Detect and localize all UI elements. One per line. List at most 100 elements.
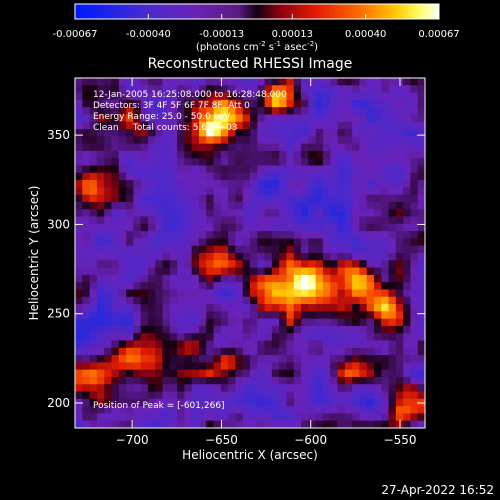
- heatmap-cell: [198, 304, 207, 312]
- heatmap-cell: [96, 406, 105, 414]
- heatmap-cell: [228, 304, 236, 312]
- heatmap-cell: [410, 391, 419, 400]
- heatmap-cell: [228, 333, 236, 341]
- heatmap-cell: [140, 158, 149, 166]
- heatmap-cell: [271, 172, 280, 181]
- annotation-block: 12-Jan-2005 16:25:08.000 to 16:28:48.000…: [93, 90, 287, 133]
- heatmap-cell: [373, 136, 382, 145]
- heatmap-cell: [308, 347, 317, 356]
- heatmap-cell: [293, 114, 302, 123]
- heatmap-cell: [286, 194, 295, 203]
- heatmap-cell: [279, 223, 287, 232]
- heatmap-cell: [96, 347, 105, 356]
- heatmap-cell: [395, 311, 404, 320]
- heatmap-cell: [271, 253, 280, 261]
- heatmap-cell: [147, 333, 156, 341]
- heatmap-cell: [337, 187, 346, 196]
- heatmap-cell: [403, 362, 411, 371]
- heatmap-cell: [381, 406, 389, 414]
- heatmap-cell: [388, 194, 397, 203]
- heatmap-cell: [82, 209, 90, 217]
- heatmap-cell: [264, 384, 273, 392]
- heatmap-cell: [96, 187, 105, 196]
- heatmap-cell: [118, 274, 127, 283]
- heatmap-cell: [184, 311, 193, 320]
- heatmap-cell: [330, 165, 338, 174]
- heatmap-cell: [410, 304, 419, 312]
- heatmap-cell: [286, 296, 295, 305]
- heatmap-cell: [228, 216, 236, 225]
- heatmap-cell: [75, 107, 83, 115]
- heatmap-cell: [220, 180, 229, 188]
- heatmap-cell: [242, 136, 251, 145]
- heatmap-cell: [250, 99, 258, 108]
- heatmap-cell: [352, 216, 360, 225]
- heatmap-cell: [257, 216, 265, 225]
- heatmap-cell: [140, 150, 149, 159]
- heatmap-cell: [359, 209, 368, 217]
- heatmap-cell: [198, 311, 207, 320]
- heatmap-cell: [373, 355, 382, 363]
- heatmap-cell: [89, 340, 98, 349]
- heatmap-cell: [118, 172, 127, 181]
- heatmap-cell: [242, 194, 251, 203]
- heatmap-cell: [206, 282, 214, 290]
- heatmap-cell: [155, 209, 163, 217]
- heatmap-cell: [104, 238, 112, 247]
- heatmap-cell: [315, 362, 324, 371]
- heatmap-cell: [410, 150, 419, 159]
- heatmap-cell: [250, 158, 258, 166]
- heatmap-cell: [301, 253, 309, 261]
- heatmap-cell: [373, 260, 382, 268]
- heatmap-cell: [155, 85, 163, 93]
- heatmap-cell: [118, 238, 127, 247]
- heatmap-cell: [271, 318, 280, 327]
- heatmap-cell: [82, 129, 90, 137]
- heatmap-cell: [235, 369, 244, 378]
- heatmap-cell: [126, 78, 134, 86]
- heatmap-cell: [395, 85, 404, 93]
- heatmap-cell: [410, 311, 419, 320]
- heatmap-cell: [162, 85, 171, 93]
- heatmap-cell: [352, 369, 360, 378]
- heatmap-cell: [155, 216, 163, 225]
- heatmap-cell: [315, 172, 324, 181]
- heatmap-cell: [279, 172, 287, 181]
- heatmap-cell: [352, 413, 360, 422]
- heatmap-cell: [352, 209, 360, 217]
- heatmap-cell: [373, 165, 382, 174]
- heatmap-cell: [104, 340, 112, 349]
- heatmap-cell: [82, 267, 90, 276]
- heatmap-cell: [162, 304, 171, 312]
- heatmap-cell: [301, 201, 309, 210]
- heatmap-cell: [403, 274, 411, 283]
- heatmap-cell: [395, 180, 404, 188]
- heatmap-cell: [250, 231, 258, 239]
- heatmap-cell: [322, 114, 331, 123]
- heatmap-cell: [381, 282, 389, 290]
- heatmap-cell: [96, 194, 105, 203]
- heatmap-cell: [315, 318, 324, 327]
- heatmap-cell: [264, 238, 273, 247]
- heatmap-cell: [111, 274, 120, 283]
- heatmap-cell: [198, 369, 207, 378]
- heatmap-cell: [96, 362, 105, 371]
- heatmap-cell: [126, 420, 134, 428]
- heatmap-cell: [169, 398, 178, 407]
- heatmap-cell: [373, 347, 382, 356]
- heatmap-cell: [191, 406, 200, 414]
- heatmap-cell: [104, 282, 112, 290]
- heatmap-cell: [257, 150, 265, 159]
- heatmap-cell: [271, 289, 280, 298]
- heatmap-cell: [257, 85, 265, 93]
- heatmap-cell: [417, 114, 425, 123]
- heatmap-cell: [169, 274, 178, 283]
- heatmap-cell: [118, 376, 127, 385]
- heatmap-cell: [213, 187, 222, 196]
- heatmap-cell: [403, 187, 411, 196]
- heatmap-cell: [293, 78, 302, 86]
- heatmap-cell: [184, 391, 193, 400]
- heatmap-cell: [147, 245, 156, 254]
- heatmap-cell: [206, 420, 214, 428]
- heatmap-cell: [96, 282, 105, 290]
